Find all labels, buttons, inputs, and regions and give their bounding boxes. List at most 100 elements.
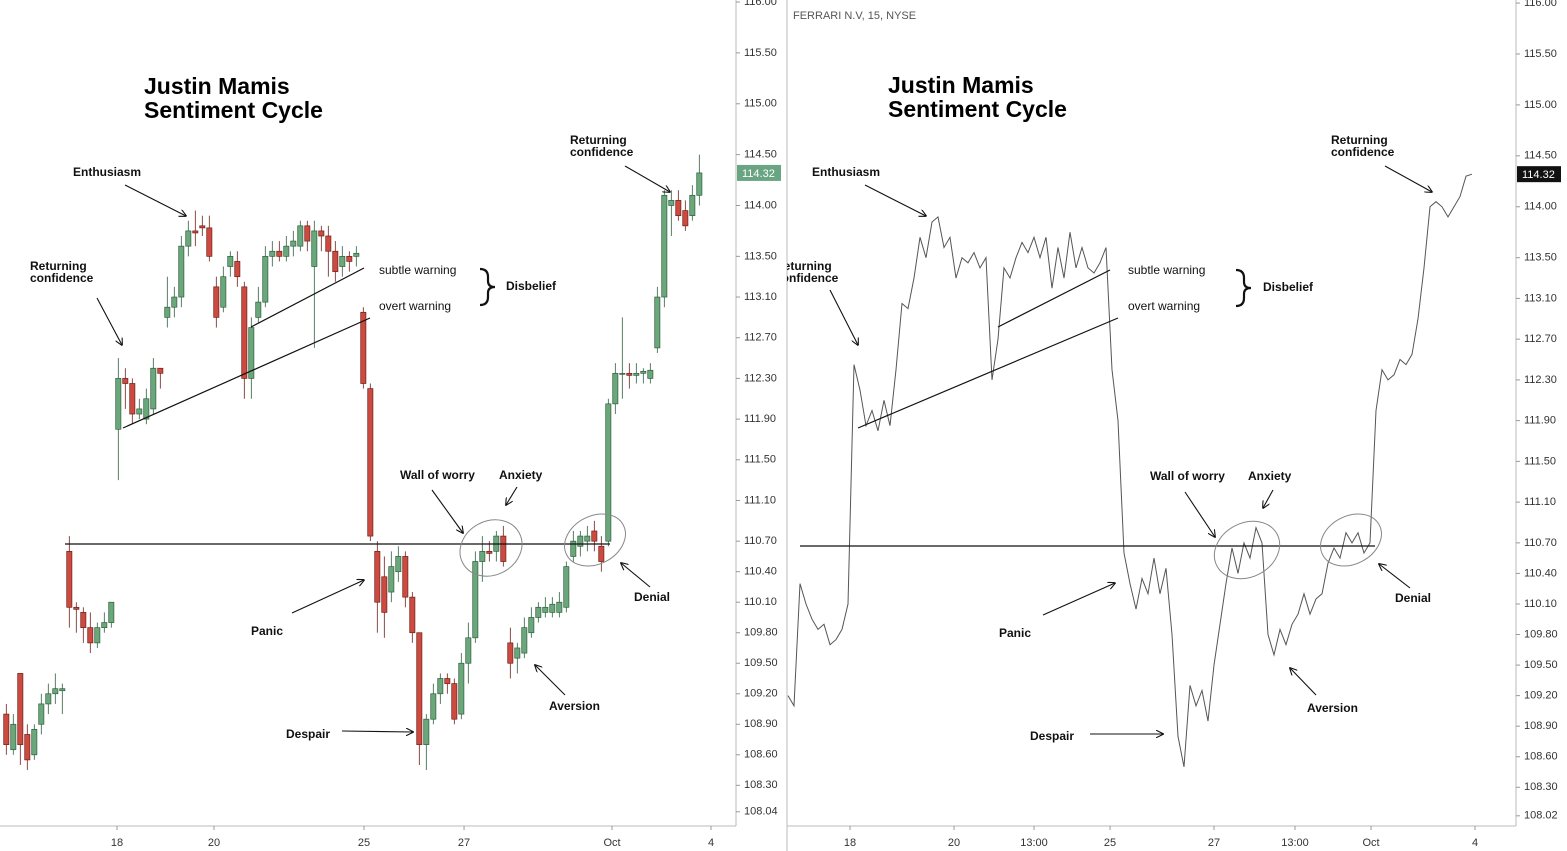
candle-body: [129, 383, 136, 415]
candle-body: [612, 372, 619, 405]
y-tick-label: 108.90: [1524, 720, 1558, 732]
candle-body: [115, 378, 122, 430]
price-line: [787, 173, 1473, 767]
candle-body: [374, 550, 381, 603]
candle-body: [311, 230, 318, 267]
candle-body: [388, 566, 395, 593]
candle-body: [591, 530, 598, 542]
candle-body: [178, 245, 185, 298]
y-tick-label: 108.60: [744, 749, 778, 761]
candle-body: [444, 678, 451, 684]
y-tick-label: 109.50: [1524, 659, 1558, 671]
annotation-arrow: [1379, 564, 1411, 589]
candle-body: [3, 713, 10, 745]
chart-panel: 116.00 115.50 115.00 114.50 114.00 113.50 113.…: [0, 0, 781, 849]
annotation: confidence: [1331, 145, 1395, 159]
candle-body: [269, 250, 276, 257]
candle-body: [542, 606, 549, 613]
last-price-label: 114.32: [1522, 169, 1555, 181]
trend-line: [122, 317, 371, 429]
x-tick-label: 20: [948, 837, 960, 849]
candle-body: [227, 255, 234, 267]
annotation-arrow: [1263, 489, 1274, 508]
y-tick-label: 114.50: [1524, 150, 1557, 162]
candle-body: [297, 225, 304, 247]
annotation-arrow: [864, 184, 926, 216]
annotation: Wall of worry: [1150, 469, 1225, 483]
chart-title: Justin Mamis: [144, 73, 290, 99]
y-tick-label: 111.50: [744, 454, 776, 466]
brace: [479, 267, 496, 307]
candle-body: [654, 296, 661, 349]
y-tick-label: 110.40: [1524, 567, 1557, 579]
candle-body: [52, 688, 59, 695]
candle-body: [332, 250, 339, 272]
candle-body: [500, 535, 507, 562]
candle-body: [339, 255, 346, 267]
annotation: Panic: [999, 626, 1031, 640]
candle-body: [192, 230, 199, 234]
candle-body: [549, 603, 556, 613]
candle-body: [458, 662, 465, 715]
candle-body: [101, 622, 108, 628]
candle-body: [598, 545, 605, 562]
y-tick-label: 108.30: [1524, 781, 1558, 793]
x-tick-label: 4: [708, 837, 714, 849]
y-tick-label: 108.30: [744, 779, 778, 791]
annotation: overt warning: [379, 299, 451, 313]
annotation-arrow: [1042, 583, 1115, 616]
candle-body: [605, 403, 612, 542]
annotation: Panic: [251, 624, 283, 638]
x-tick-label: 27: [458, 837, 470, 849]
annotation-arrow: [506, 486, 518, 505]
candle-body: [409, 596, 416, 634]
annotation: Despair: [286, 727, 330, 741]
y-tick-label: 108.60: [1524, 751, 1558, 763]
candle-body: [507, 642, 514, 664]
annotation: Anxiety: [1248, 469, 1292, 483]
candle-body: [423, 718, 430, 745]
y-tick-label: 113.50: [1524, 252, 1557, 264]
candle-body: [682, 210, 689, 227]
y-tick-label: 111.50: [1524, 455, 1556, 467]
candle-body: [451, 683, 458, 720]
y-tick-label: 114.00: [744, 199, 777, 211]
x-tick-label: 25: [358, 837, 370, 849]
candle-body: [143, 398, 150, 420]
y-tick-label: 109.80: [744, 627, 778, 639]
annotation: overt warning: [1128, 299, 1200, 313]
candle-body: [10, 723, 17, 751]
candle-body: [122, 378, 129, 384]
y-tick-label: 116.00: [744, 0, 777, 8]
candle-body: [486, 550, 493, 554]
candle-body: [402, 556, 409, 598]
candle-body: [416, 632, 423, 745]
y-tick-label: 113.10: [744, 291, 777, 303]
annotation-arrow: [291, 580, 364, 614]
candle-body: [514, 647, 521, 659]
candle-body: [38, 703, 45, 725]
candle-body: [31, 729, 38, 756]
last-price-badge: [1517, 166, 1561, 183]
y-tick-label: 116.00: [1524, 0, 1557, 9]
y-tick-label: 114.00: [1524, 201, 1557, 213]
candle-body: [59, 688, 66, 692]
last-price-badge: [737, 164, 781, 181]
candle-body: [45, 693, 52, 705]
annotation-arrow: [829, 289, 858, 345]
candle-body: [640, 370, 647, 374]
candle-body: [584, 535, 591, 542]
candle-body: [577, 535, 584, 547]
x-tick-label: Oct: [603, 837, 620, 849]
candle-body: [675, 200, 682, 217]
candle-body: [668, 200, 675, 206]
highlight-ellipse: [459, 519, 523, 577]
x-tick-label: 4: [1472, 837, 1478, 849]
candle-body: [262, 255, 269, 303]
annotation: Wall of worry: [400, 468, 475, 482]
y-tick-label: 110.40: [744, 566, 777, 578]
annotation: Denial: [634, 590, 670, 604]
annotation: Aversion: [549, 699, 600, 713]
